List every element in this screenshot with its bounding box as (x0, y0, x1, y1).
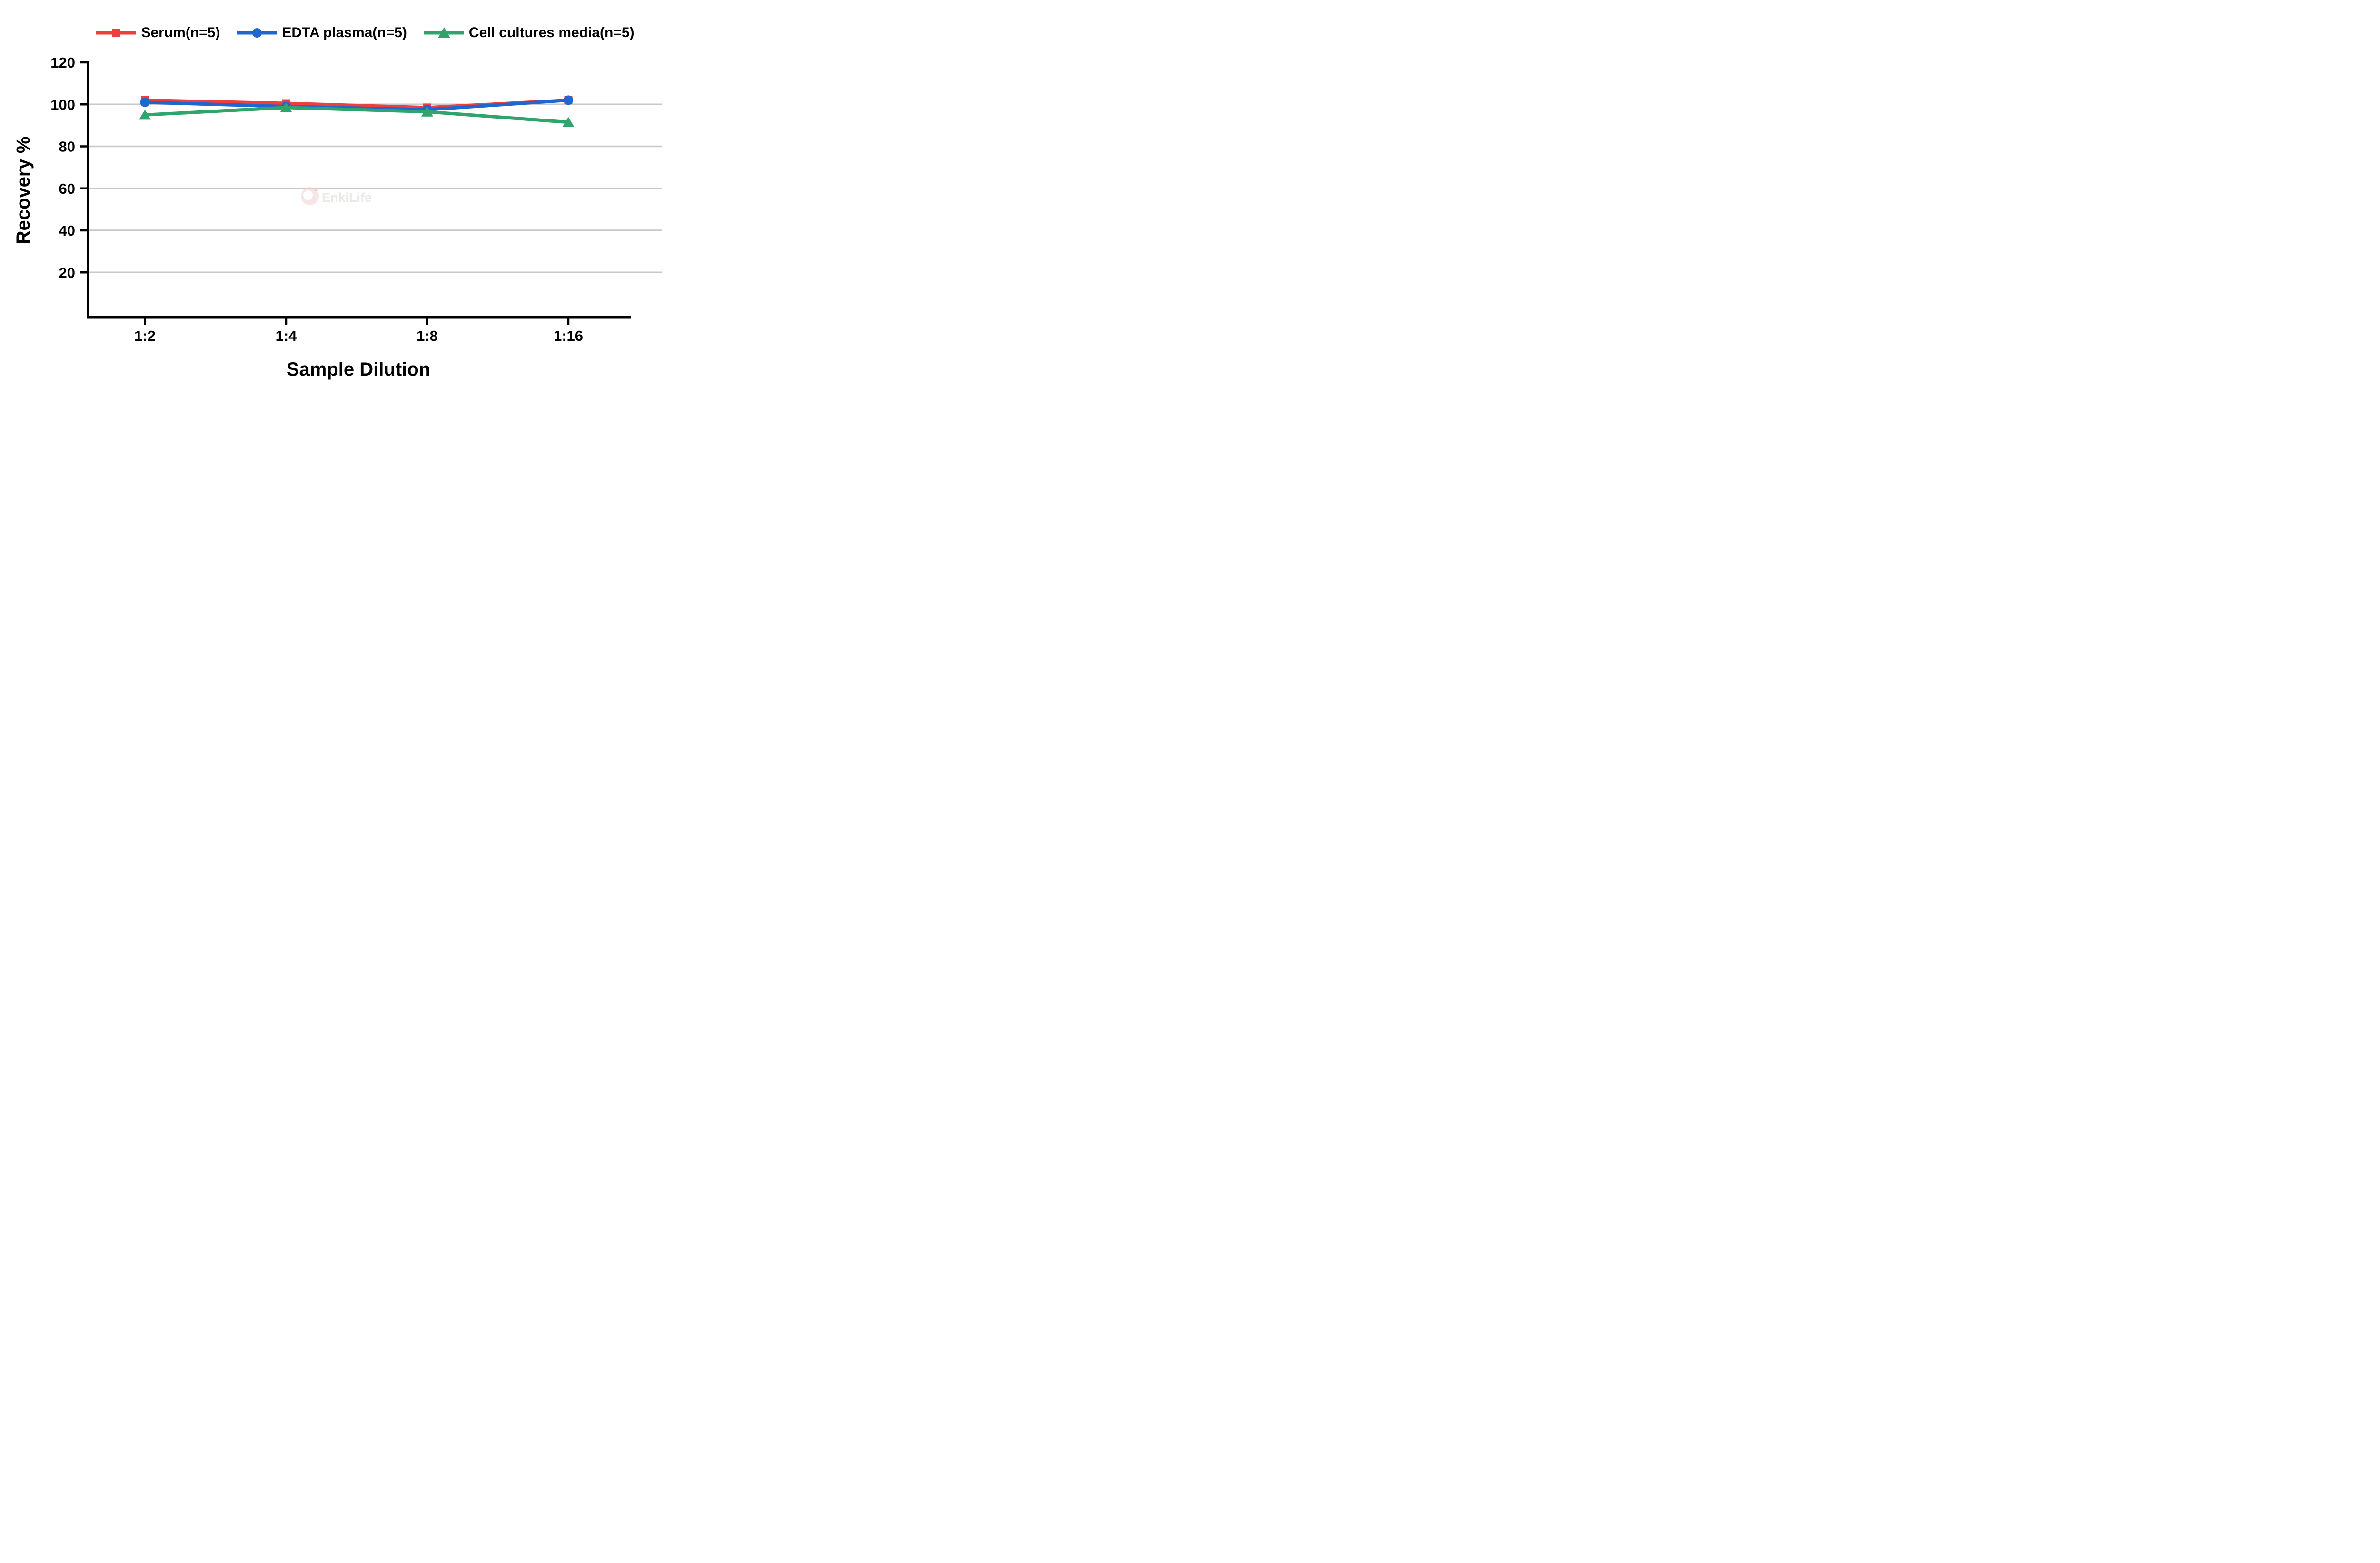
y-tick-label-60: 60 (59, 180, 75, 197)
watermark-text: EnkiLife (322, 190, 372, 205)
watermark-logo-dot (314, 187, 318, 192)
chart-canvas: Serum(n=5) EDTA plasma(n=5) Cell culture… (0, 0, 668, 391)
series-line-cell-cultures-media-n-5 (145, 106, 569, 124)
series-marker-cell-cultures-media-n-5-1-16 (562, 117, 575, 127)
legend-item-cell-cultures-media: Cell cultures media(n=5) (423, 25, 635, 41)
series-marker-edta-plasma-n-5-1-16 (564, 95, 573, 105)
legend-item-serum: Serum(n=5) (95, 25, 220, 41)
legend: Serum(n=5) EDTA plasma(n=5) Cell culture… (0, 25, 668, 41)
y-axis-title: Recovery % (13, 137, 34, 245)
series-marker-cell-cultures-media-n-5-1-8 (421, 106, 433, 117)
x-tick-label-1-4: 1:4 (276, 328, 298, 344)
legend-label-edta-plasma: EDTA plasma(n=5) (282, 25, 407, 40)
y-tick-label-20: 20 (59, 264, 75, 281)
series-marker-cell-cultures-media-n-5-1-2 (139, 110, 151, 120)
legend-item-edta-plasma: EDTA plasma(n=5) (236, 25, 407, 41)
legend-label-cell-cultures-media: Cell cultures media(n=5) (468, 25, 635, 40)
cell-cultures-media-line-triangle-marker-icon (424, 27, 464, 38)
plot-area: EnkiLife 20 40 60 80 100 120 1:2 1:4 1:8 1:16 Recov… (13, 54, 662, 380)
x-tick-label-1-16: 1:16 (554, 328, 583, 344)
series-marker-edta-plasma-n-5-1-2 (140, 97, 150, 107)
y-tick-label-100: 100 (50, 96, 75, 113)
series-marker-cell-cultures-media-n-5-1-4 (280, 102, 292, 112)
y-tick-label-80: 80 (59, 139, 75, 155)
serum-line-square-marker-icon (96, 29, 137, 37)
x-tick-label-1-2: 1:2 (134, 328, 156, 344)
x-axis-title: Sample Dilution (287, 359, 430, 380)
y-tick-label-120: 120 (50, 54, 75, 71)
y-tick-label-40: 40 (59, 222, 75, 239)
x-tick-label-1-8: 1:8 (416, 328, 438, 344)
edta-plasma-line-circle-marker-icon (237, 28, 278, 38)
legend-label-serum: Serum(n=5) (141, 25, 220, 40)
watermark-logo-inner (303, 190, 313, 200)
